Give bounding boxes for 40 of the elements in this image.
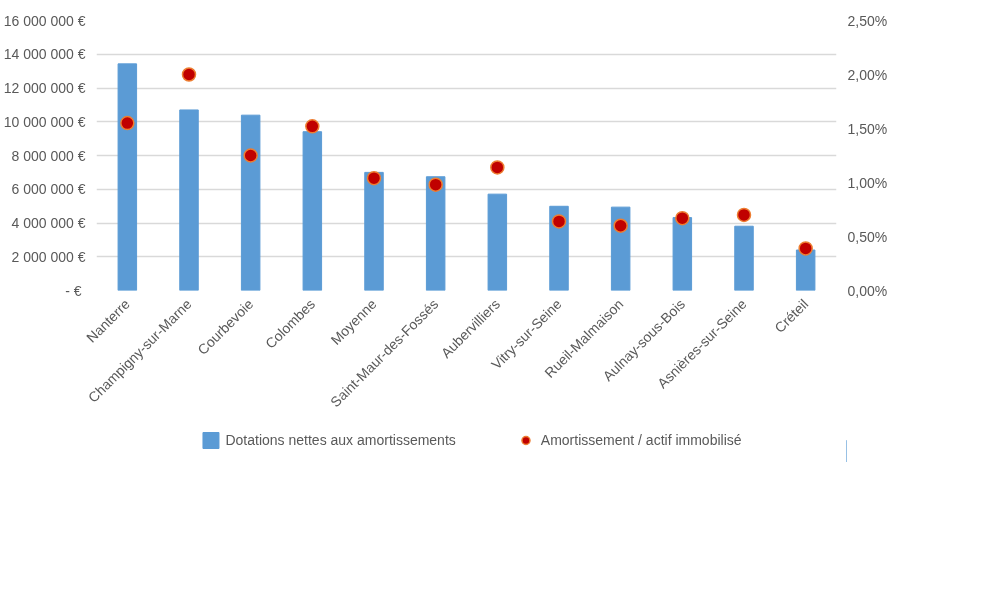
y-tick-label: 16 000 000 € [3, 12, 86, 29]
bar [425, 176, 446, 291]
point [305, 119, 320, 134]
point [366, 170, 382, 186]
y-tick-label: 12 000 000 € [3, 80, 86, 96]
y2-tick-label: 0,00% [847, 282, 888, 299]
point [551, 214, 567, 229]
bar [672, 217, 693, 291]
bar [734, 225, 754, 291]
point [428, 177, 443, 192]
y-tick-label: - € [65, 282, 82, 299]
bar [610, 206, 631, 291]
bar [364, 171, 384, 291]
point [736, 207, 752, 223]
point [798, 241, 813, 256]
y-tick-label: 4 000 000 € [11, 215, 86, 231]
bar [179, 109, 199, 291]
y2-tick-label: 1,50% [847, 120, 888, 137]
bar [117, 63, 138, 291]
y2-tick-label: 2,50% [847, 12, 888, 29]
bar [302, 131, 323, 291]
y-tick-label: 6 000 000 € [11, 181, 86, 198]
legend-label: Amortissement / actif immobilisé [540, 432, 742, 448]
y-tick-label: 2 000 000 € [11, 248, 86, 265]
bar [240, 114, 261, 291]
point [490, 160, 505, 175]
point [243, 148, 258, 163]
point [181, 67, 197, 82]
y2-tick-label: 1,00% [847, 174, 888, 191]
point [613, 218, 628, 233]
y-tick-label: 14 000 000 € [3, 46, 86, 63]
y-tick-label: 10 000 000 € [3, 113, 86, 130]
point [120, 115, 135, 131]
y2-tick-label: 0,50% [847, 228, 888, 245]
y-tick-label: 8 000 000 € [11, 147, 86, 164]
legend-label: Dotations nettes aux amortissements [225, 432, 456, 448]
bar [487, 193, 508, 291]
point [675, 210, 690, 226]
bar [795, 249, 816, 291]
y2-tick-label: 2,00% [847, 66, 888, 83]
